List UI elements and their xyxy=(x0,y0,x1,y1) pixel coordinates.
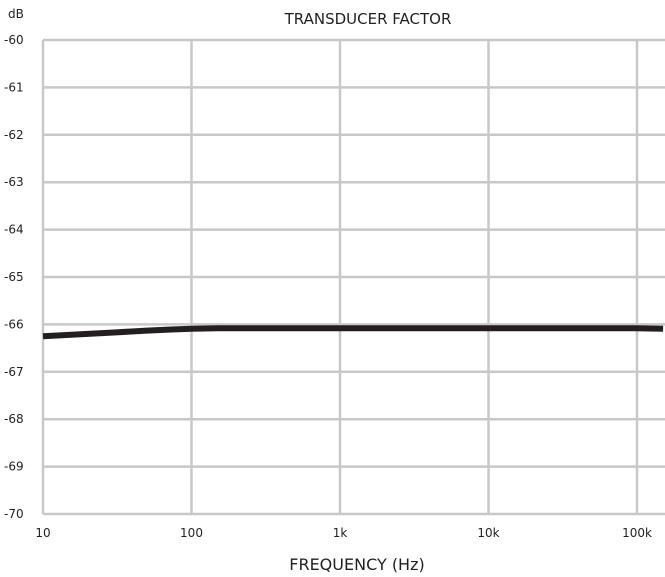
y-tick-label: -65 xyxy=(4,270,24,284)
y-tick-label: -70 xyxy=(4,507,24,521)
x-tick-labels: 10 100 1k 10k 100k xyxy=(35,526,652,540)
series-line xyxy=(42,325,664,340)
y-tick-label: -60 xyxy=(4,33,24,47)
chart-title: TRANSDUCER FACTOR xyxy=(284,10,452,28)
y-tick-label: -61 xyxy=(4,80,24,94)
x-tick-label: 10 xyxy=(35,526,50,540)
y-tick-labels: -60 -61 -62 -63 -64 -65 -66 -67 -68 -69 -70 xyxy=(4,33,24,521)
y-tick-label: -64 xyxy=(4,223,24,237)
y-axis-unit-label: dB xyxy=(8,7,24,21)
x-tick-label: 100k xyxy=(622,526,652,540)
x-tick-label: 100 xyxy=(180,526,203,540)
y-grid xyxy=(43,38,665,516)
y-tick-label: -66 xyxy=(4,317,24,331)
y-tick-label: -69 xyxy=(4,460,24,474)
x-tick-label: 10k xyxy=(477,526,499,540)
x-tick-label: 1k xyxy=(333,526,348,540)
y-tick-label: -68 xyxy=(4,412,24,426)
y-tick-label: -63 xyxy=(4,175,24,189)
y-tick-label: -67 xyxy=(4,365,24,379)
series-layer xyxy=(42,325,664,340)
x-axis-label: FREQUENCY (Hz) xyxy=(289,555,424,574)
y-tick-label: -62 xyxy=(4,128,24,142)
